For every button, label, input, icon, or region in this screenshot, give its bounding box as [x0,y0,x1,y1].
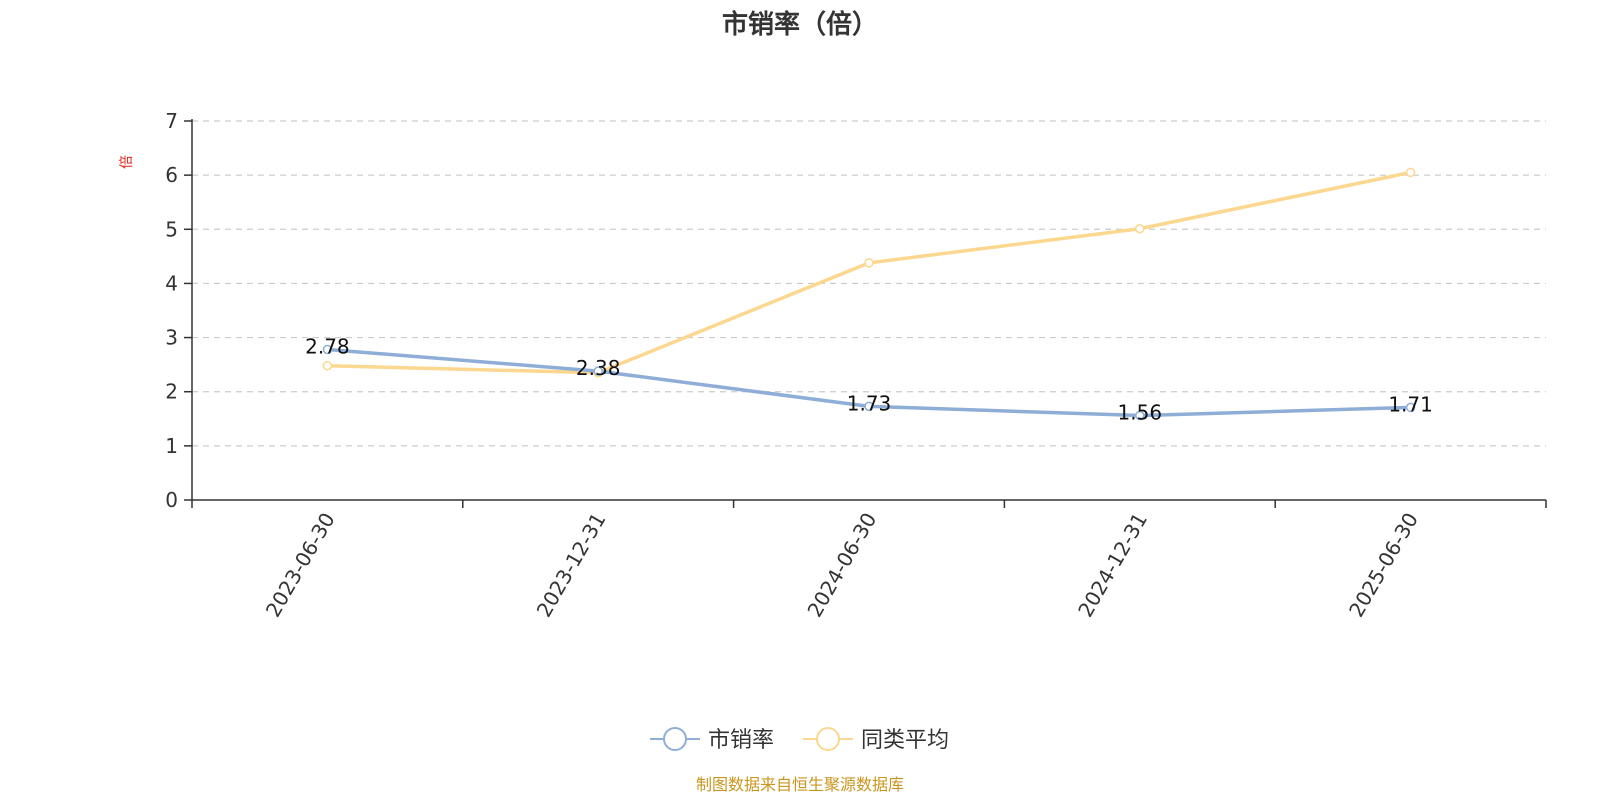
y-tick-label: 0 [165,488,178,512]
y-tick-label: 1 [165,434,178,458]
data-point [864,401,874,412]
data-label: 1.56 [1118,401,1163,425]
series-line [325,170,1413,375]
data-point [1135,410,1145,421]
data-point [1405,167,1416,178]
series-group [322,167,1416,421]
data-point [1405,402,1416,413]
x-tick-label: 2024-06-30 [802,509,881,622]
data-point [322,344,333,355]
data-labels: 2.78 2.38 1.73 1.56 1.71 [305,334,1433,424]
data-label: 2.78 [305,334,350,358]
legend-item[interactable]: 市销率 [650,727,774,753]
y-tick-label: 6 [165,163,178,187]
data-label: 1.71 [1388,392,1433,416]
y-axis-unit: 倍 [119,155,135,169]
x-tick-label: 2025-06-30 [1344,509,1423,622]
data-point [322,360,333,371]
y-tick-label: 5 [165,217,178,241]
data-label: 2.38 [576,356,621,380]
legend[interactable]: 市销率 同类平均 [650,727,949,753]
y-tick-label: 2 [165,380,178,404]
legend-label: 市销率 [708,728,774,753]
legend-label: 同类平均 [861,728,949,753]
axes [184,119,1547,508]
legend-marker [663,727,687,751]
y-tick-label: 7 [165,109,178,133]
data-point [593,366,603,376]
legend-item[interactable]: 同类平均 [803,727,949,753]
y-tick-labels: 0 1 2 3 4 5 6 7 [165,109,178,512]
y-tick-label: 4 [165,271,178,295]
x-tick-label: 2024-12-31 [1073,509,1152,622]
x-tick-labels: 2023-06-30 2023-12-31 2024-06-30 2024-12-31… [261,509,1423,622]
data-label: 1.73 [847,391,892,415]
data-point [1135,223,1145,234]
y-tick-label: 3 [165,326,178,350]
source-note: 制图数据来自恒生聚源数据库 [696,775,904,794]
legend-marker [816,727,840,751]
chart-title: 市销率（倍） [722,9,878,40]
gridlines [192,120,1546,447]
data-point [864,258,874,268]
x-tick-label: 2023-06-30 [261,509,340,622]
x-tick-label: 2023-12-31 [532,509,611,622]
